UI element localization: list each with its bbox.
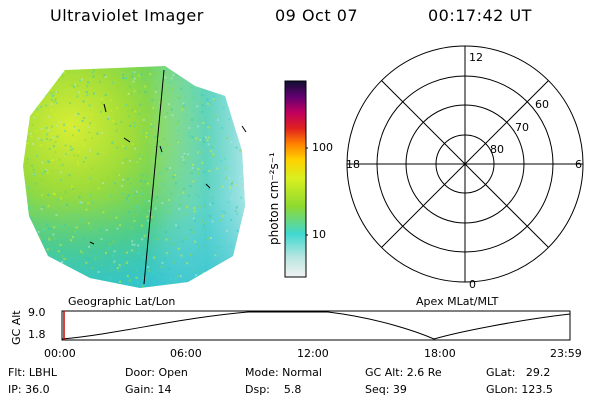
polar-plot: 12 18 6 0 60 70 80 xyxy=(346,45,584,291)
time-tick-1800: 18:00 xyxy=(424,347,456,360)
time-tick-1200: 12:00 xyxy=(297,347,329,360)
altitude-tick-min: 1.8 xyxy=(28,328,46,341)
mlt-label-6: 6 xyxy=(575,158,582,171)
time-tick-0600: 06:00 xyxy=(170,347,202,360)
status-ip: IP: 36.0 xyxy=(8,383,50,396)
mlt-label-18: 18 xyxy=(346,158,360,171)
mlt-label-0: 0 xyxy=(469,278,476,291)
time-tick-0000: 00:00 xyxy=(44,347,76,360)
altitude-tick-max: 9.0 xyxy=(28,306,46,319)
status-glat: GLat: 29.2 xyxy=(486,366,551,379)
altitude-axis-title: GC Alt xyxy=(10,310,23,345)
status-seq: Seq: 39 xyxy=(365,383,407,396)
app-title: Ultraviolet Imager xyxy=(50,6,204,25)
meridian-line xyxy=(143,69,165,285)
apex-label: Apex MLat/MLT xyxy=(416,295,499,308)
mlt-label-12: 12 xyxy=(469,51,483,64)
colorbar-tick-10: 10 xyxy=(312,228,326,241)
altitude-curve xyxy=(61,311,571,340)
auroral-image xyxy=(23,66,247,288)
geographic-label: Geographic Lat/Lon xyxy=(68,295,176,308)
mlat-label-80: 80 xyxy=(490,143,504,156)
altitude-plot xyxy=(61,310,571,341)
status-filter: Flt: LBHL xyxy=(8,366,57,379)
status-glon: GLon: 123.5 xyxy=(486,383,553,396)
status-gc-alt: GC Alt: 2.6 Re xyxy=(365,366,442,379)
header-date: 09 Oct 07 xyxy=(275,6,359,25)
colorbar-unit-label: photon cm⁻²s⁻¹ xyxy=(267,152,281,245)
colorbar-tick-100: 100 xyxy=(312,141,333,154)
status-dsp: Dsp: 5.8 xyxy=(245,383,302,396)
time-tick-2359: 23:59 xyxy=(550,347,582,360)
mlat-label-60: 60 xyxy=(535,98,549,111)
status-mode: Mode: Normal xyxy=(245,366,322,379)
colorbar xyxy=(284,80,308,278)
header-time: 00:17:42 UT xyxy=(428,6,532,25)
mlat-label-70: 70 xyxy=(515,121,529,134)
status-door: Door: Open xyxy=(125,366,188,379)
status-gain: Gain: 14 xyxy=(125,383,172,396)
